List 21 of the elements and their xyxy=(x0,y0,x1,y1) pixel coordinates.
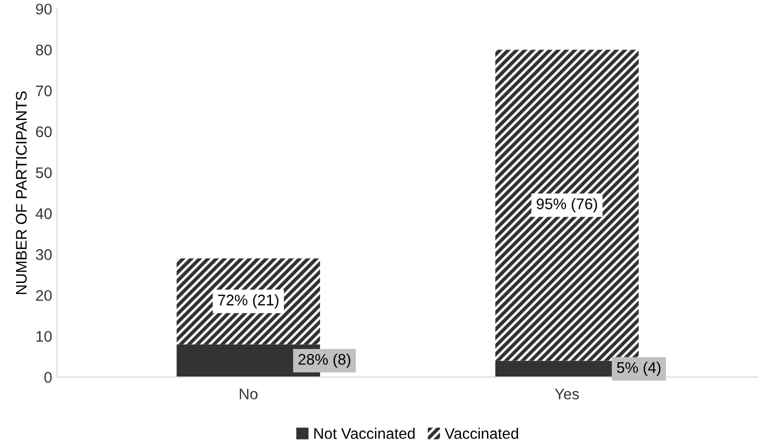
y-tick-label: 20 xyxy=(36,290,52,301)
x-tick-label: Yes xyxy=(554,388,579,400)
y-tick-label: 70 xyxy=(36,86,52,96)
y-tick-label: 30 xyxy=(36,249,52,260)
y-tick-label: 50 xyxy=(36,167,52,178)
legend-label: Vaccinated xyxy=(444,428,518,439)
data-label: 28% (8) xyxy=(298,354,350,368)
y-tick-label: 90 xyxy=(36,4,52,15)
y-tick-label: 40 xyxy=(36,208,52,220)
data-label: 95% (76) xyxy=(536,198,598,212)
legend-label: Not Vaccinated xyxy=(314,428,415,439)
y-tick-label: 0 xyxy=(44,372,52,383)
y-tick-label: 60 xyxy=(36,126,52,138)
data-label: 72% (21) xyxy=(218,294,278,308)
bar xyxy=(495,50,639,361)
data-label: 5% (4) xyxy=(617,362,660,376)
y-tick-label: 10 xyxy=(36,331,52,342)
bar xyxy=(176,258,320,344)
x-tick-label: No xyxy=(240,388,258,400)
y-tick-label: 80 xyxy=(36,44,52,56)
y-axis-title: NUMBER OF PARTICIPANTS xyxy=(16,91,27,294)
